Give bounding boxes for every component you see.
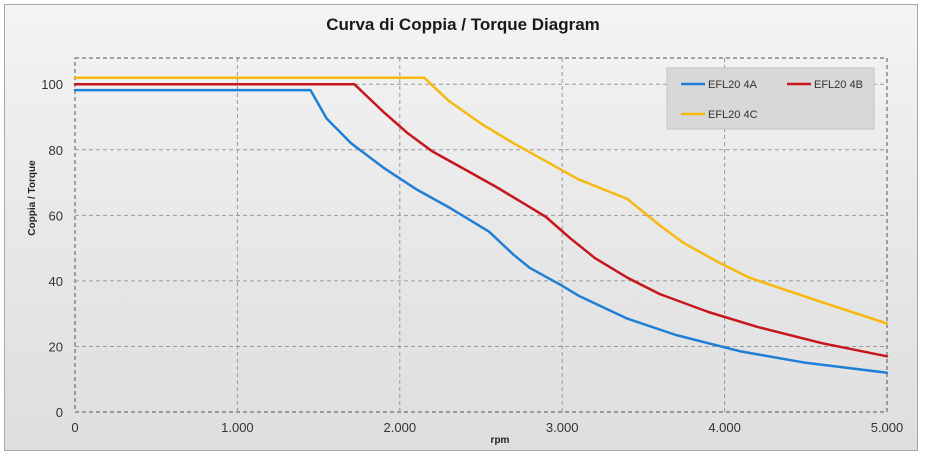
legend: EFL20 4A EFL20 4B EFL20 4C xyxy=(667,68,874,129)
y-tick-label: 80 xyxy=(49,143,63,158)
y-tick-label: 60 xyxy=(49,208,63,223)
legend-label: EFL20 4C xyxy=(708,109,758,121)
y-tick-label: 20 xyxy=(49,339,63,354)
y-tick-label: 100 xyxy=(41,77,63,92)
x-tick-label: 5.000 xyxy=(871,420,904,435)
legend-label: EFL20 4B xyxy=(814,79,863,91)
x-tick-label: 2.000 xyxy=(384,420,417,435)
legend-label: EFL20 4A xyxy=(708,79,758,91)
x-tick-label: 0 xyxy=(71,420,78,435)
x-tick-label: 1.000 xyxy=(221,420,254,435)
tick-labels: 0 1.000 2.000 3.000 4.000 5.000 0 20 40 60 80 100 xyxy=(41,77,903,435)
y-axis-label: Coppia / Torque xyxy=(27,160,38,236)
x-tick-label: 3.000 xyxy=(546,420,579,435)
y-tick-label: 40 xyxy=(49,274,63,289)
series-line-1 xyxy=(75,90,887,373)
x-tick-label: 4.000 xyxy=(708,420,741,435)
x-axis-label: rpm xyxy=(491,435,510,446)
chart-title: Curva di Coppia / Torque Diagram xyxy=(326,15,600,34)
y-tick-label: 0 xyxy=(56,405,63,420)
legend-box xyxy=(667,68,874,129)
